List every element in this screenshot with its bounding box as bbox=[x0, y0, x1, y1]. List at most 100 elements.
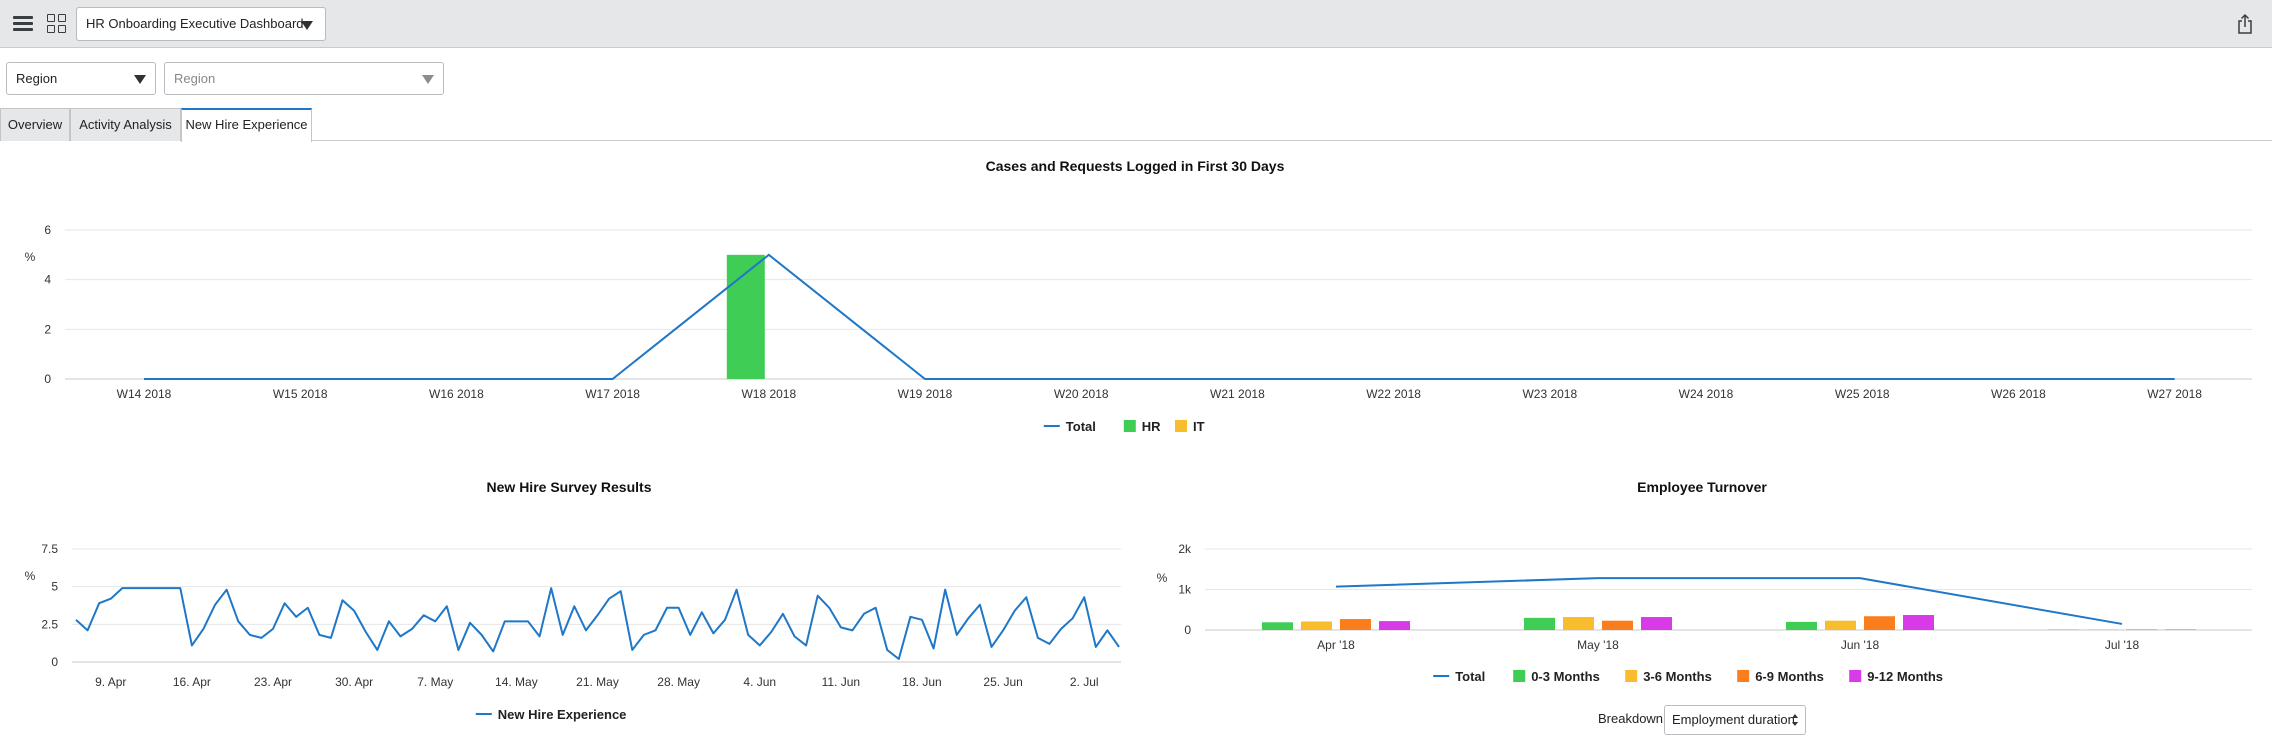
turnover-legend-label: 0-3 Months bbox=[1531, 669, 1600, 684]
cases-chart: 0 2 4 6% W14 2018 W15 2018 W16 2018 W17 2018 W18… bbox=[25, 223, 2252, 434]
turnover-bar-3-6-months bbox=[2087, 629, 2118, 630]
survey-chart: 0 2.5 5 7.5% 9. Apr 16. Apr 23. Apr 30. Apr 7. M… bbox=[25, 542, 1121, 722]
dashboard-grid-icon[interactable] bbox=[44, 11, 72, 37]
survey-x-tick-label: 30. Apr bbox=[335, 675, 373, 689]
cases-x-tick-label: W14 2018 bbox=[117, 387, 172, 401]
breakdown-select[interactable]: Employment duration bbox=[1664, 705, 1806, 735]
dashboard-selector[interactable]: HR Onboarding Executive Dashboard bbox=[76, 7, 326, 41]
survey-x-tick-label: 28. May bbox=[657, 675, 700, 689]
turnover-legend-swatch bbox=[1737, 670, 1750, 682]
turnover-bar-9-12-months bbox=[1903, 615, 1934, 630]
survey-y-tick-label: 2.5 bbox=[41, 617, 58, 631]
turnover-bar-6-9-months bbox=[2126, 629, 2157, 630]
survey-x-tick-label: 16. Apr bbox=[173, 675, 211, 689]
turnover-bar-9-12-months bbox=[1641, 617, 1672, 630]
survey-x-tick-label: 7. May bbox=[417, 675, 453, 689]
dashboard-selector-label: HR Onboarding Executive Dashboard bbox=[86, 16, 304, 31]
turnover-chart: 0 1k 2k% Apr '18 May '18 Jun '18 Jul '18 Total 0… bbox=[1157, 542, 2252, 684]
cases-x-tick-label: W19 2018 bbox=[898, 387, 953, 401]
cases-legend-label: Total bbox=[1066, 419, 1096, 434]
turnover-legend-label: 3-6 Months bbox=[1643, 669, 1712, 684]
cases-x-tick-label: W25 2018 bbox=[1835, 387, 1890, 401]
turnover-bar-3-6-months bbox=[1825, 620, 1856, 630]
turnover-bar-6-9-months bbox=[1864, 616, 1895, 630]
turnover-bar-0-3-months bbox=[1524, 617, 1555, 630]
turnover-bar-0-3-months bbox=[1262, 622, 1293, 630]
turnover-y-axis-label: % bbox=[1157, 571, 1168, 585]
tab-overview[interactable]: Overview bbox=[0, 108, 70, 141]
turnover-bar-6-9-months bbox=[1602, 620, 1633, 630]
turnover-bar-3-6-months bbox=[1563, 617, 1594, 630]
turnover-legend-swatch bbox=[1625, 670, 1638, 682]
cases-total-line bbox=[144, 253, 2175, 380]
turnover-y-tick-label: 0 bbox=[1184, 623, 1191, 637]
turnover-legend-swatch bbox=[1849, 670, 1862, 682]
region-filter-label: Region bbox=[16, 71, 58, 86]
survey-x-tick-label: 9. Apr bbox=[95, 675, 126, 689]
turnover-bar-0-3-months bbox=[1786, 621, 1817, 630]
cases-x-tick-label: W21 2018 bbox=[1210, 387, 1265, 401]
region-filter-input[interactable]: Region bbox=[164, 62, 444, 95]
tab-new-hire-experience[interactable]: New Hire Experience bbox=[181, 108, 312, 142]
survey-y-tick-label: 0 bbox=[51, 655, 58, 669]
region-filter-select[interactable]: Region bbox=[6, 62, 156, 95]
tab-activity-analysis[interactable]: Activity Analysis bbox=[70, 108, 181, 141]
cases-x-tick-label: W18 2018 bbox=[741, 387, 796, 401]
share-icon[interactable] bbox=[2237, 13, 2253, 34]
cases-x-tick-label: W22 2018 bbox=[1366, 387, 1421, 401]
cases-y-tick-label: 4 bbox=[44, 273, 51, 287]
cases-x-tick-label: W16 2018 bbox=[429, 387, 484, 401]
hamburger-menu-icon[interactable] bbox=[9, 11, 37, 37]
survey-legend-label: New Hire Experience bbox=[498, 707, 627, 722]
survey-y-axis-label: % bbox=[25, 569, 36, 583]
turnover-x-tick-label: Apr '18 bbox=[1317, 638, 1355, 652]
cases-legend-label: HR bbox=[1142, 419, 1161, 434]
turnover-bar-3-6-months bbox=[1301, 621, 1332, 630]
turnover-legend-label: 9-12 Months bbox=[1867, 669, 1943, 684]
turnover-total-line bbox=[1335, 577, 2123, 625]
turnover-y-tick-label: 1k bbox=[1178, 583, 1192, 597]
turnover-x-tick-label: May '18 bbox=[1577, 638, 1619, 652]
dashboard-tabs: Overview Activity Analysis New Hire Expe… bbox=[0, 106, 2272, 142]
survey-x-tick-label: 18. Jun bbox=[902, 675, 941, 689]
survey-x-tick-label: 4. Jun bbox=[743, 675, 776, 689]
turnover-bar-9-12-months bbox=[1379, 621, 1410, 630]
breakdown-label: Breakdown bbox=[1598, 711, 1664, 726]
region-filter-placeholder: Region bbox=[174, 71, 216, 86]
survey-x-tick-label: 25. Jun bbox=[983, 675, 1022, 689]
cases-legend-swatch bbox=[1123, 420, 1136, 432]
turnover-x-tick-label: Jul '18 bbox=[2105, 638, 2140, 652]
cases-y-tick-label: 0 bbox=[44, 372, 51, 386]
cases-x-tick-label: W17 2018 bbox=[585, 387, 640, 401]
cases-bar-hr bbox=[726, 254, 765, 379]
cases-y-tick-label: 2 bbox=[44, 322, 51, 336]
cases-x-tick-label: W24 2018 bbox=[1679, 387, 1734, 401]
survey-x-tick-label: 21. May bbox=[576, 675, 619, 689]
cases-legend-label: IT bbox=[1193, 419, 1205, 434]
turnover-chart-title: Employee Turnover bbox=[1637, 479, 1767, 495]
turnover-y-tick-label: 2k bbox=[1178, 542, 1192, 556]
survey-y-tick-label: 5 bbox=[51, 580, 58, 594]
cases-y-tick-label: 6 bbox=[44, 223, 51, 237]
survey-x-tick-label: 14. May bbox=[495, 675, 538, 689]
survey-series-line bbox=[75, 587, 1120, 660]
cases-chart-title: Cases and Requests Logged in First 30 Da… bbox=[985, 158, 1285, 174]
cases-y-axis-label: % bbox=[25, 250, 36, 264]
turnover-legend-swatch bbox=[1513, 670, 1526, 682]
sort-updown-icon bbox=[1792, 714, 1798, 726]
cases-x-tick-label: W27 2018 bbox=[2147, 387, 2202, 401]
cases-x-tick-label: W15 2018 bbox=[273, 387, 328, 401]
turnover-x-tick-label: Jun '18 bbox=[1841, 638, 1880, 652]
survey-chart-title: New Hire Survey Results bbox=[486, 479, 652, 495]
turnover-legend-label: 6-9 Months bbox=[1755, 669, 1824, 684]
chevron-down-icon bbox=[134, 75, 146, 84]
breakdown-selected-value: Employment duration bbox=[1672, 712, 1795, 727]
survey-x-tick-label: 2. Jul bbox=[1070, 675, 1099, 689]
chevron-down-icon bbox=[422, 75, 434, 84]
cases-x-tick-label: W23 2018 bbox=[1522, 387, 1577, 401]
survey-x-tick-label: 23. Apr bbox=[254, 675, 292, 689]
survey-y-tick-label: 7.5 bbox=[41, 542, 58, 556]
top-bar: HR Onboarding Executive Dashboard bbox=[0, 0, 2272, 48]
cases-legend-swatch bbox=[1175, 420, 1187, 432]
